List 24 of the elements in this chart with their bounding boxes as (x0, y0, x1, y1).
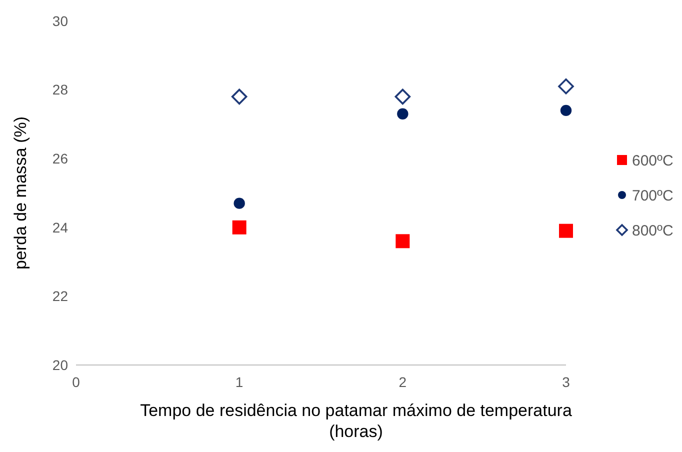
x-tick-label: 0 (72, 374, 80, 390)
y-tick-label: 30 (52, 12, 68, 29)
y-tick-label: 26 (52, 150, 68, 166)
y-tick-label: 24 (52, 219, 68, 236)
legend-label: 800ºC (632, 222, 674, 240)
point (397, 108, 408, 120)
x-tick-label: 1 (235, 374, 244, 390)
x-tick-label: 3 (562, 374, 570, 390)
legend-label: 600ºC (632, 152, 674, 170)
point (558, 78, 574, 94)
point (234, 198, 245, 209)
y-tick-label: 20 (52, 356, 68, 373)
x-tick-label: 2 (398, 374, 407, 390)
point (231, 88, 248, 105)
point (560, 104, 572, 116)
legend-label: 700ºC (632, 187, 674, 204)
y-tick-label: 28 (52, 82, 68, 98)
x-axis-title: Tempo de residência no patamar máximo de temperatura (horas) (140, 401, 572, 441)
point (396, 234, 410, 248)
point (232, 220, 246, 234)
y-axis-title: perda de massa (%) (11, 116, 30, 270)
point (394, 88, 411, 105)
y-tick-label: 22 (52, 288, 68, 304)
point (559, 224, 573, 238)
